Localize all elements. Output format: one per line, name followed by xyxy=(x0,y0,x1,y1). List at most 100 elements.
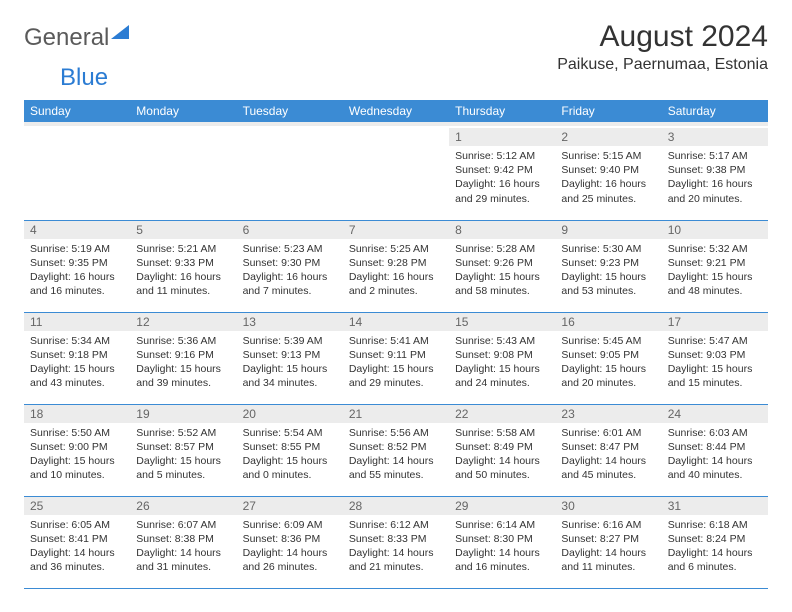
day-number: 23 xyxy=(555,405,661,423)
week-row: 4Sunrise: 5:19 AMSunset: 9:35 PMDaylight… xyxy=(24,220,768,312)
day-details: Sunrise: 6:14 AMSunset: 8:30 PMDaylight:… xyxy=(449,515,555,581)
day-number: 28 xyxy=(343,497,449,515)
day-details: Sunrise: 5:32 AMSunset: 9:21 PMDaylight:… xyxy=(662,239,768,305)
day-details: Sunrise: 5:28 AMSunset: 9:26 PMDaylight:… xyxy=(449,239,555,305)
day-details: Sunrise: 6:01 AMSunset: 8:47 PMDaylight:… xyxy=(555,423,661,489)
day-number: 21 xyxy=(343,405,449,423)
day-details: Sunrise: 6:05 AMSunset: 8:41 PMDaylight:… xyxy=(24,515,130,581)
day-details: Sunrise: 5:30 AMSunset: 9:23 PMDaylight:… xyxy=(555,239,661,305)
day-number: 7 xyxy=(343,221,449,239)
day-cell: 6Sunrise: 5:23 AMSunset: 9:30 PMDaylight… xyxy=(237,220,343,312)
day-number: 4 xyxy=(24,221,130,239)
day-cell: 22Sunrise: 5:58 AMSunset: 8:49 PMDayligh… xyxy=(449,404,555,496)
day-details: Sunrise: 5:36 AMSunset: 9:16 PMDaylight:… xyxy=(130,331,236,397)
day-details: Sunrise: 5:25 AMSunset: 9:28 PMDaylight:… xyxy=(343,239,449,305)
logo-text-blue: Blue xyxy=(60,64,108,91)
column-header: Wednesday xyxy=(343,100,449,122)
day-cell: 7Sunrise: 5:25 AMSunset: 9:28 PMDaylight… xyxy=(343,220,449,312)
day-number: 29 xyxy=(449,497,555,515)
day-number: 13 xyxy=(237,313,343,331)
week-row: 11Sunrise: 5:34 AMSunset: 9:18 PMDayligh… xyxy=(24,312,768,404)
day-number: 1 xyxy=(449,128,555,146)
day-details: Sunrise: 6:16 AMSunset: 8:27 PMDaylight:… xyxy=(555,515,661,581)
day-details: Sunrise: 5:39 AMSunset: 9:13 PMDaylight:… xyxy=(237,331,343,397)
day-cell: 25Sunrise: 6:05 AMSunset: 8:41 PMDayligh… xyxy=(24,496,130,588)
header-row: SundayMondayTuesdayWednesdayThursdayFrid… xyxy=(24,100,768,122)
day-cell: 3Sunrise: 5:17 AMSunset: 9:38 PMDaylight… xyxy=(662,128,768,220)
day-details: Sunrise: 5:15 AMSunset: 9:40 PMDaylight:… xyxy=(555,146,661,212)
day-cell: 12Sunrise: 5:36 AMSunset: 9:16 PMDayligh… xyxy=(130,312,236,404)
column-header: Friday xyxy=(555,100,661,122)
day-details: Sunrise: 5:19 AMSunset: 9:35 PMDaylight:… xyxy=(24,239,130,305)
column-header: Sunday xyxy=(24,100,130,122)
day-cell: 24Sunrise: 6:03 AMSunset: 8:44 PMDayligh… xyxy=(662,404,768,496)
day-details: Sunrise: 5:56 AMSunset: 8:52 PMDaylight:… xyxy=(343,423,449,489)
day-details: Sunrise: 5:17 AMSunset: 9:38 PMDaylight:… xyxy=(662,146,768,212)
day-cell: 23Sunrise: 6:01 AMSunset: 8:47 PMDayligh… xyxy=(555,404,661,496)
day-number: 27 xyxy=(237,497,343,515)
day-number: 31 xyxy=(662,497,768,515)
day-number: 18 xyxy=(24,405,130,423)
day-cell xyxy=(237,128,343,220)
sail-icon xyxy=(111,25,129,39)
day-number: 9 xyxy=(555,221,661,239)
calendar-table: SundayMondayTuesdayWednesdayThursdayFrid… xyxy=(24,100,768,589)
day-number: 12 xyxy=(130,313,236,331)
day-details: Sunrise: 5:47 AMSunset: 9:03 PMDaylight:… xyxy=(662,331,768,397)
week-row: 25Sunrise: 6:05 AMSunset: 8:41 PMDayligh… xyxy=(24,496,768,588)
day-details: Sunrise: 5:43 AMSunset: 9:08 PMDaylight:… xyxy=(449,331,555,397)
day-cell: 18Sunrise: 5:50 AMSunset: 9:00 PMDayligh… xyxy=(24,404,130,496)
day-details: Sunrise: 5:54 AMSunset: 8:55 PMDaylight:… xyxy=(237,423,343,489)
day-details: Sunrise: 6:18 AMSunset: 8:24 PMDaylight:… xyxy=(662,515,768,581)
day-number: 6 xyxy=(237,221,343,239)
day-number: 8 xyxy=(449,221,555,239)
day-number: 3 xyxy=(662,128,768,146)
day-cell: 21Sunrise: 5:56 AMSunset: 8:52 PMDayligh… xyxy=(343,404,449,496)
column-header: Monday xyxy=(130,100,236,122)
week-row: 1Sunrise: 5:12 AMSunset: 9:42 PMDaylight… xyxy=(24,128,768,220)
day-number: 19 xyxy=(130,405,236,423)
day-cell xyxy=(343,128,449,220)
day-number: 24 xyxy=(662,405,768,423)
day-cell: 20Sunrise: 5:54 AMSunset: 8:55 PMDayligh… xyxy=(237,404,343,496)
logo-text-gray: General xyxy=(24,24,109,52)
day-details: Sunrise: 6:07 AMSunset: 8:38 PMDaylight:… xyxy=(130,515,236,581)
day-cell: 14Sunrise: 5:41 AMSunset: 9:11 PMDayligh… xyxy=(343,312,449,404)
day-cell: 11Sunrise: 5:34 AMSunset: 9:18 PMDayligh… xyxy=(24,312,130,404)
day-details: Sunrise: 5:23 AMSunset: 9:30 PMDaylight:… xyxy=(237,239,343,305)
day-cell: 2Sunrise: 5:15 AMSunset: 9:40 PMDaylight… xyxy=(555,128,661,220)
day-cell: 26Sunrise: 6:07 AMSunset: 8:38 PMDayligh… xyxy=(130,496,236,588)
day-cell: 31Sunrise: 6:18 AMSunset: 8:24 PMDayligh… xyxy=(662,496,768,588)
day-number: 30 xyxy=(555,497,661,515)
day-number: 20 xyxy=(237,405,343,423)
day-cell: 9Sunrise: 5:30 AMSunset: 9:23 PMDaylight… xyxy=(555,220,661,312)
day-cell: 4Sunrise: 5:19 AMSunset: 9:35 PMDaylight… xyxy=(24,220,130,312)
day-cell: 30Sunrise: 6:16 AMSunset: 8:27 PMDayligh… xyxy=(555,496,661,588)
column-header: Tuesday xyxy=(237,100,343,122)
day-number: 10 xyxy=(662,221,768,239)
day-number: 11 xyxy=(24,313,130,331)
day-number: 16 xyxy=(555,313,661,331)
day-details: Sunrise: 5:52 AMSunset: 8:57 PMDaylight:… xyxy=(130,423,236,489)
day-cell: 29Sunrise: 6:14 AMSunset: 8:30 PMDayligh… xyxy=(449,496,555,588)
day-details: Sunrise: 5:34 AMSunset: 9:18 PMDaylight:… xyxy=(24,331,130,397)
day-details: Sunrise: 5:45 AMSunset: 9:05 PMDaylight:… xyxy=(555,331,661,397)
day-cell: 17Sunrise: 5:47 AMSunset: 9:03 PMDayligh… xyxy=(662,312,768,404)
day-cell: 16Sunrise: 5:45 AMSunset: 9:05 PMDayligh… xyxy=(555,312,661,404)
day-number: 26 xyxy=(130,497,236,515)
day-cell: 13Sunrise: 5:39 AMSunset: 9:13 PMDayligh… xyxy=(237,312,343,404)
column-header: Saturday xyxy=(662,100,768,122)
day-cell: 8Sunrise: 5:28 AMSunset: 9:26 PMDaylight… xyxy=(449,220,555,312)
day-cell: 1Sunrise: 5:12 AMSunset: 9:42 PMDaylight… xyxy=(449,128,555,220)
day-details: Sunrise: 6:12 AMSunset: 8:33 PMDaylight:… xyxy=(343,515,449,581)
day-cell xyxy=(130,128,236,220)
day-number: 2 xyxy=(555,128,661,146)
week-row: 18Sunrise: 5:50 AMSunset: 9:00 PMDayligh… xyxy=(24,404,768,496)
day-cell: 27Sunrise: 6:09 AMSunset: 8:36 PMDayligh… xyxy=(237,496,343,588)
day-details: Sunrise: 5:58 AMSunset: 8:49 PMDaylight:… xyxy=(449,423,555,489)
month-title: August 2024 xyxy=(557,20,768,54)
logo: General xyxy=(24,24,129,52)
day-number: 5 xyxy=(130,221,236,239)
day-number: 25 xyxy=(24,497,130,515)
day-number: 14 xyxy=(343,313,449,331)
